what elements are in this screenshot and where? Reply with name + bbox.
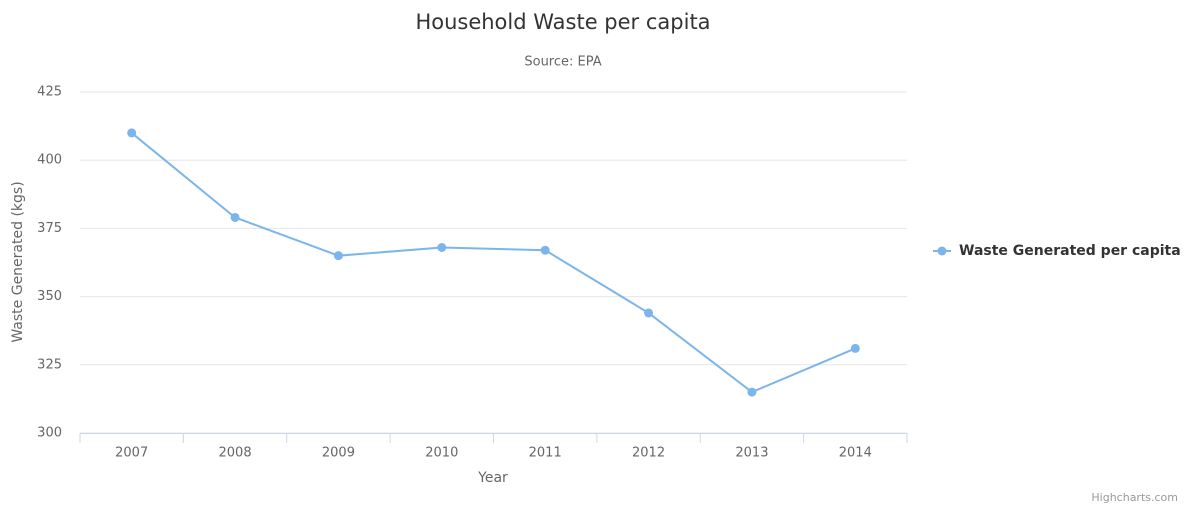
data-point [644,308,654,318]
legend-label: Waste Generated per capita [959,243,1181,259]
y-tick-label: 400 [37,153,62,168]
data-point [437,242,447,252]
x-tick-label: 2013 [735,446,768,461]
y-axis-label: Waste Generated (kgs) [10,181,26,342]
x-tick-label: 2012 [632,446,665,461]
x-tick-label: 2011 [529,446,562,461]
data-point [747,387,757,397]
chart-title: Household Waste per capita [415,10,710,34]
credits: Highcharts.com [1091,491,1178,504]
y-tick-label: 300 [37,426,62,441]
y-tick-label: 325 [37,357,62,372]
x-tick-label: 2014 [839,446,872,461]
x-tick-label: 2010 [425,446,458,461]
data-line [131,132,856,394]
data-point [333,251,343,261]
y-tick-label: 350 [37,289,62,304]
data-point [540,245,550,255]
data-point [127,128,137,138]
y-tick-label: 425 [37,85,62,100]
data-point [230,212,240,222]
x-tick-label: 2007 [115,446,148,461]
data-point [850,343,860,353]
chart-subtitle: Source: EPA [524,55,601,70]
x-tick-label: 2009 [322,446,355,461]
x-tick-label: 2008 [219,446,252,461]
x-axis-label: Year [477,470,508,486]
legend-marker [937,246,947,256]
y-tick-label: 375 [37,221,62,236]
